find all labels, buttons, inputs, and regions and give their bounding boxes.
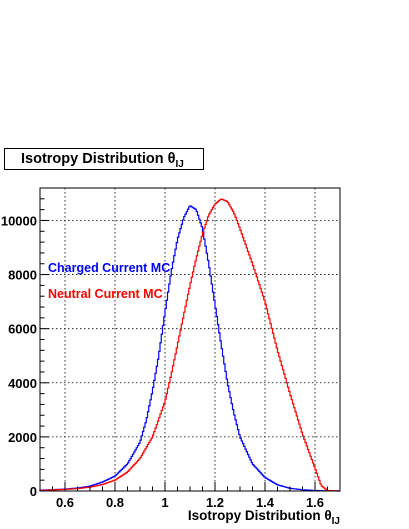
x-axis-title-subscript: IJ [332,516,340,527]
series-line-0 [39,205,340,492]
y-tick-label-3: 6000 [8,322,37,337]
legend-entry-0: Charged Current MC [48,261,170,275]
grid-layer [40,188,340,491]
series-layer [39,198,340,492]
legend-layer: Charged Current MC Neutral Current MC [48,261,170,301]
x-tick-label-1: 0.8 [106,495,124,510]
plot-frame [39,187,341,492]
chart-title: Isotropy Distribution θIJ [4,148,204,170]
x-tick-label-3: 1.2 [206,495,224,510]
x-axis-title-text: Isotropy Distribution θ [188,508,332,523]
x-axis-title: Isotropy Distribution θIJ [188,508,340,527]
tick-layer: 0.6 0.8 1 1.2 1.4 1.6 0 2000 4000 6000 8000 10000 [1,187,341,510]
chart-title-text: Isotropy Distribution θ [21,151,176,167]
chart-title-subscript: IJ [175,159,184,170]
y-tick-label-1: 2000 [8,430,37,445]
y-tick-label-4: 8000 [8,268,37,283]
y-tick-label-5: 10000 [1,213,37,228]
x-tick-label-2: 1 [161,495,168,510]
y-tick-label-2: 4000 [8,376,37,391]
legend-entry-1: Neutral Current MC [48,287,163,301]
y-tick-label-0: 0 [30,484,37,499]
x-tick-label-5: 1.6 [306,495,324,510]
x-tick-label-0: 0.6 [56,495,74,510]
x-tick-label-4: 1.4 [256,495,275,510]
series-line-1 [39,198,340,492]
